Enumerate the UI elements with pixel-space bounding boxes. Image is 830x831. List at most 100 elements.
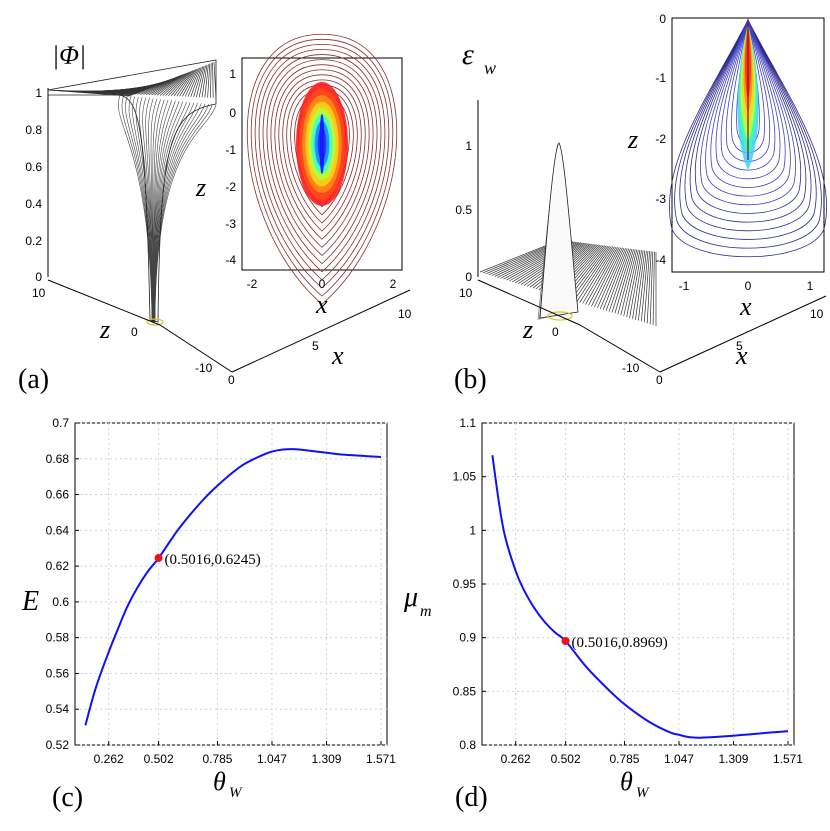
mesh-line: [176, 69, 195, 97]
mesh-line: [162, 72, 188, 96]
contour-line: [262, 54, 382, 273]
mesh-line: [212, 62, 214, 98]
mesh-line: [597, 247, 625, 309]
panel-a-z-axis: [47, 279, 161, 326]
x-tick-label: 0.262: [94, 752, 124, 766]
mesh-line: [585, 247, 618, 305]
mesh-line: [643, 251, 650, 323]
x-tick-label: 1.571: [773, 752, 803, 766]
mesh-line: [153, 100, 172, 323]
mesh-line: [632, 250, 644, 319]
mesh-line: [184, 68, 199, 97]
inset-b-xtick: 0: [745, 279, 752, 293]
panel-b-label: (b): [454, 364, 487, 395]
inset-b-xlabel: x: [739, 292, 752, 321]
mesh-line: [168, 71, 191, 96]
contour-line: [270, 64, 374, 257]
mesh-line: [608, 248, 631, 312]
mesh-line: [201, 64, 208, 98]
mesh-line: [156, 73, 185, 96]
panel-a-xtick: 0: [228, 373, 235, 387]
inset-a-ytick: 1: [229, 67, 236, 81]
mesh-line: [145, 75, 180, 95]
mesh-line: [170, 70, 192, 97]
mesh-line: [154, 102, 195, 323]
mesh-line: [179, 69, 197, 97]
mesh-line: [570, 245, 610, 301]
mesh-line: [196, 65, 205, 98]
mesh-line: [617, 249, 636, 315]
panel-d-grid: [482, 422, 794, 746]
mesh-line: [154, 102, 198, 323]
panel-b-ztick: 0: [552, 325, 559, 339]
inset-a-xtick: 0: [319, 277, 326, 291]
panel-b-z-axis: [477, 279, 581, 326]
panel-b-inset: 0 -1 -2 -3 -4 -1 0 1 x z: [627, 12, 828, 321]
panel-a-xtick: 5: [312, 339, 319, 353]
contour-line: [254, 43, 390, 289]
panel-a-surface: [47, 59, 217, 326]
contour-line: [294, 94, 350, 208]
contour-line: [258, 49, 386, 281]
mesh-line: [652, 251, 655, 326]
panel-b-zaxis-lower: [579, 324, 661, 373]
panel-a-ztick: 0: [131, 325, 138, 339]
mesh-line: [599, 248, 626, 310]
surface-peak: [539, 142, 579, 319]
panel-d-series-line: [491, 455, 789, 739]
contour-line: [689, 19, 807, 223]
panel-b-x-axis-label: x: [735, 341, 748, 370]
panel-a-x-axis-label: x: [331, 341, 344, 370]
y-tick-label: 0.95: [453, 577, 477, 591]
mesh-line: [151, 74, 182, 96]
mesh-line: [614, 249, 634, 314]
mesh-line: [646, 251, 652, 324]
inset-a-ytick: 0: [229, 106, 236, 120]
contour-line: [266, 59, 378, 265]
contour-line: [720, 18, 776, 171]
panel-c-marker-label: (0.5016,0.6245): [165, 552, 261, 568]
x-tick-label: 1.309: [718, 752, 748, 766]
mesh-line: [623, 249, 639, 317]
mesh-line: [210, 63, 212, 98]
mesh-line: [638, 250, 647, 321]
x-tick-label: 0.785: [609, 752, 639, 766]
inset-a-xtick: -2: [247, 277, 258, 291]
inset-b-ylabel: z: [627, 125, 638, 154]
mesh-line: [204, 64, 209, 98]
mesh-line: [573, 246, 612, 301]
contour-line: [250, 38, 394, 297]
contour-line: [674, 19, 822, 249]
y-tick-label: 0.6: [52, 595, 69, 609]
panel-a-xtick: 10: [398, 307, 412, 321]
mesh-line: [153, 99, 169, 323]
contour-core: [319, 114, 325, 174]
panel-b-ztick: -10: [622, 361, 640, 375]
mesh-line: [190, 66, 202, 97]
panel-b-xtick: 10: [810, 307, 824, 321]
y-tick-label: 1.1: [459, 416, 476, 430]
panel-d-marker: [561, 636, 570, 645]
inset-b-ytick: -1: [655, 71, 666, 85]
inset-b-xtick: -1: [679, 279, 690, 293]
panel-b-zlabel: ε: [462, 38, 474, 71]
surface-base-contour: [146, 318, 164, 326]
mesh-line: [148, 75, 181, 96]
panel-d-xlabel: θ: [620, 767, 633, 796]
contour-line: [286, 84, 358, 224]
y-tick-label: 0.52: [46, 738, 70, 752]
panel-d-label: (d): [455, 782, 488, 813]
contour-line: [710, 18, 786, 188]
inset-b-ytick: -2: [655, 132, 666, 146]
contour-line: [694, 18, 802, 214]
y-tick-label: 0.54: [46, 702, 70, 716]
inset-a-xlabel: x: [315, 290, 328, 319]
panel-c-grid: [75, 422, 387, 746]
y-tick-label: 0.58: [46, 631, 70, 645]
mesh-line: [594, 247, 623, 308]
inset-b-ytick: -3: [655, 192, 666, 206]
panel-d-ticks: 0.262 0.502 0.785 1.047 1.309 1.571 0.8 0.85 0.9…: [453, 416, 804, 766]
panel-b-vtick: 0.5: [455, 203, 472, 217]
mesh-line: [198, 65, 206, 98]
y-tick-label: 0.64: [46, 523, 70, 537]
